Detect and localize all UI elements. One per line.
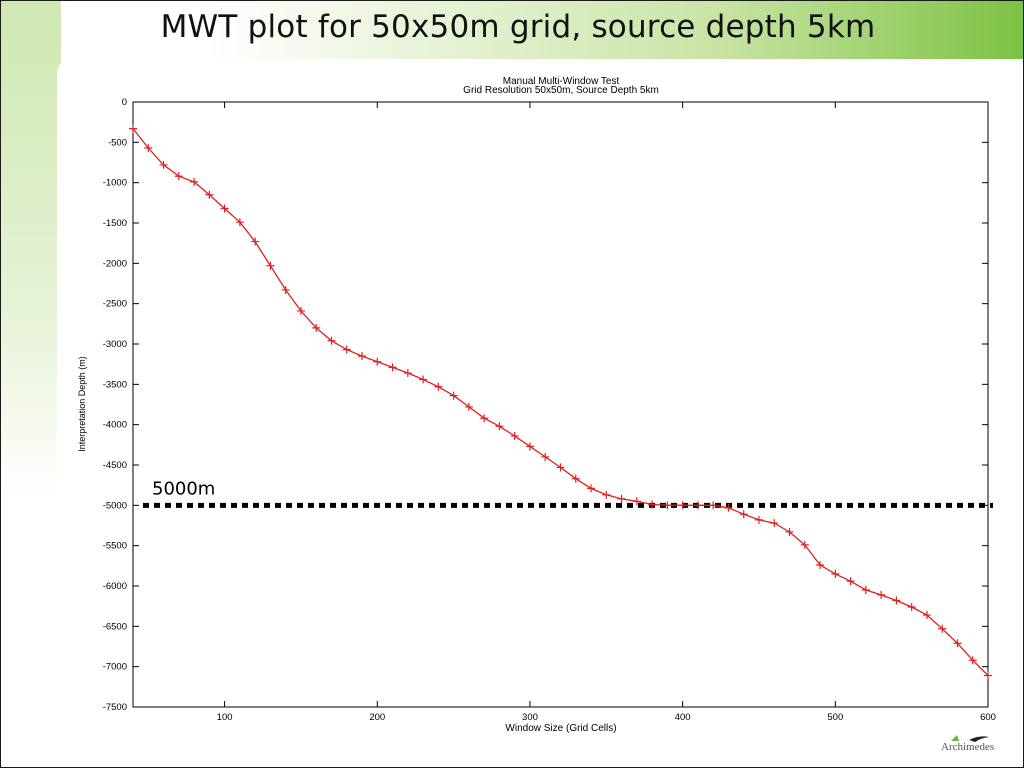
data-point-marker: [235, 218, 244, 227]
data-point-marker: [312, 323, 321, 332]
data-point-marker: [419, 375, 428, 384]
x-tick-label: 500: [827, 712, 843, 723]
data-point-marker: [495, 422, 504, 431]
bird-logo-icon: [951, 735, 989, 742]
y-tick-label: -4500: [103, 460, 127, 471]
y-tick-label: -2500: [103, 299, 127, 310]
slide-title: MWT plot for 50x50m grid, source depth 5…: [160, 9, 876, 45]
data-point-marker: [709, 501, 718, 510]
x-axis-label: Window Size (Grid Cells): [505, 723, 616, 734]
data-point-marker: [907, 602, 916, 611]
data-point-marker: [800, 540, 809, 549]
data-point-marker: [296, 306, 305, 315]
y-tick-label: -5500: [103, 541, 127, 552]
x-tick-label: 200: [369, 712, 385, 723]
data-point-marker: [434, 382, 443, 391]
data-point-marker: [541, 452, 550, 461]
chart-subtitle: Grid Resolution 50x50m, Source Depth 5km: [463, 85, 659, 96]
data-point-marker: [281, 285, 290, 294]
y-tick-label: -1500: [103, 218, 127, 229]
y-tick-label: -4000: [103, 420, 127, 431]
data-point-marker: [678, 501, 687, 510]
data-point-marker: [922, 611, 931, 620]
data-point-marker: [129, 124, 137, 133]
data-point-marker: [556, 463, 565, 472]
data-point-marker: [403, 369, 412, 378]
y-axis-label: Interpretation Depth (m): [77, 356, 87, 452]
y-tick-label: -7000: [103, 662, 127, 673]
data-point-marker: [648, 500, 657, 509]
plot-frame: [132, 101, 989, 708]
y-tick-label: -7500: [103, 702, 127, 713]
data-point-marker: [739, 510, 748, 519]
archimedes-logo: Archimedes: [941, 729, 1011, 755]
data-point-marker: [358, 352, 367, 361]
data-point-marker: [388, 363, 397, 372]
data-point-marker: [785, 527, 794, 536]
data-point-marker: [693, 501, 702, 510]
data-point-marker: [968, 656, 977, 665]
data-point-marker: [266, 261, 275, 270]
data-point-marker: [846, 577, 855, 586]
data-point-marker: [159, 160, 168, 169]
data-point-marker: [449, 391, 458, 400]
data-point-marker: [587, 484, 596, 493]
y-tick-label: -500: [108, 137, 127, 148]
data-point-marker: [861, 586, 870, 595]
data-point-marker: [373, 357, 382, 366]
y-tick-label: -3000: [103, 339, 127, 350]
data-point-marker: [984, 671, 992, 680]
x-tick-label: 600: [980, 712, 996, 723]
data-point-marker: [525, 442, 534, 451]
data-point-marker: [892, 596, 901, 605]
data-point-marker: [770, 519, 779, 528]
data-point-marker: [617, 494, 626, 503]
y-tick-label: -6500: [103, 621, 127, 632]
data-point-marker: [632, 497, 641, 506]
data-point-marker: [877, 590, 886, 599]
y-tick-label: -1000: [103, 178, 127, 189]
slide-gradient-band: [1, 1, 61, 767]
data-point-marker: [174, 172, 183, 181]
reference-line-label: 5000m: [152, 478, 215, 499]
x-tick-label: 300: [522, 712, 538, 723]
x-tick-label: 400: [675, 712, 691, 723]
data-point-marker: [327, 336, 336, 345]
data-point-marker: [251, 237, 260, 246]
chart-title: Manual Multi-Window Test: [503, 76, 620, 87]
data-point-marker: [953, 639, 962, 648]
x-tick-label: 100: [217, 712, 233, 723]
y-tick-label: -3500: [103, 379, 127, 390]
data-point-marker: [724, 503, 733, 512]
data-point-marker: [144, 143, 153, 152]
data-point-marker: [663, 501, 672, 510]
y-tick-label: -2000: [103, 258, 127, 269]
y-tick-label: 0: [122, 97, 127, 108]
logo-text: Archimedes: [941, 741, 995, 753]
data-point-marker: [464, 402, 473, 411]
y-tick-label: -6000: [103, 581, 127, 592]
data-point-marker: [480, 414, 489, 423]
data-point-marker: [816, 561, 825, 570]
data-point-marker: [938, 624, 947, 633]
data-point-marker: [510, 431, 519, 440]
data-point-marker: [342, 345, 351, 354]
data-point-marker: [831, 569, 840, 578]
data-point-marker: [571, 474, 580, 483]
data-point-marker: [190, 177, 199, 186]
y-tick-label: -5000: [103, 500, 127, 511]
data-point-marker: [205, 190, 214, 199]
data-point-marker: [220, 204, 229, 213]
data-point-marker: [754, 515, 763, 524]
data-point-marker: [602, 490, 611, 499]
